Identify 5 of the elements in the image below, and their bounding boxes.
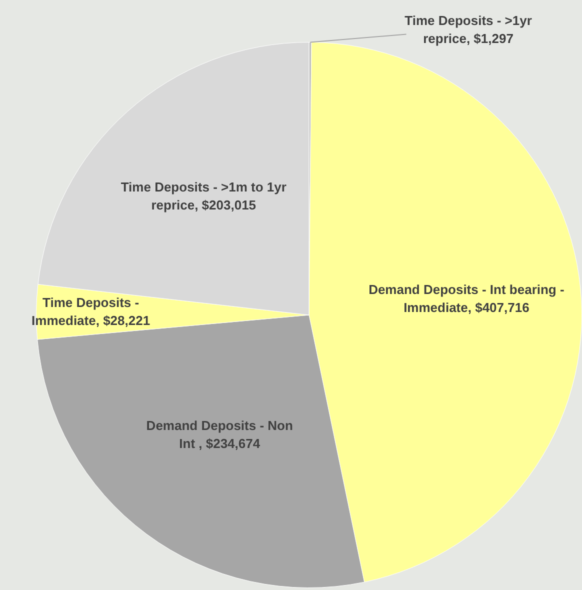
slice-label: Time Deposits - Immediate, $28,221	[32, 295, 150, 328]
slice-label: Demand Deposits - Non Int , $234,674	[146, 418, 293, 452]
slice-label: Time Deposits - >1yr reprice, $1,297	[404, 12, 532, 46]
slice-label: Time Deposits - >1m to 1yr reprice, $203,015	[120, 180, 286, 213]
slice-label: Demand Deposits - Int bearing - Immediate, $407,716	[368, 282, 564, 316]
